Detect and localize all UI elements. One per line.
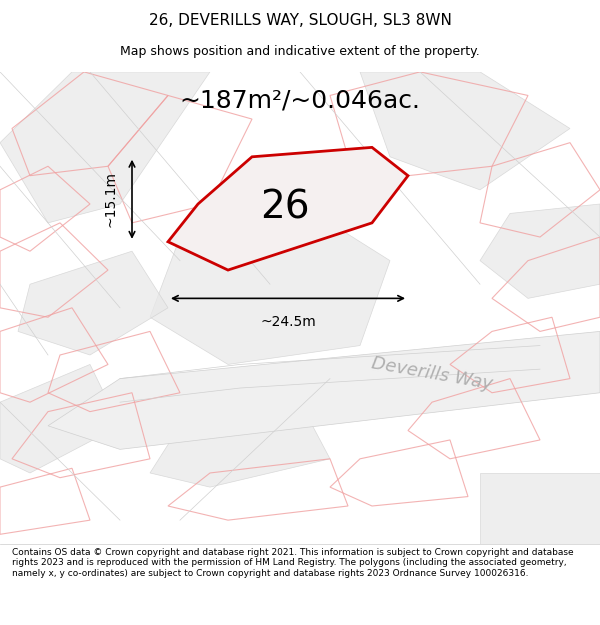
Text: ~187m²/~0.046ac.: ~187m²/~0.046ac. [179,88,421,112]
Polygon shape [48,331,600,449]
Polygon shape [0,364,120,473]
Polygon shape [480,204,600,298]
Text: 26: 26 [260,188,310,226]
Text: ~15.1m: ~15.1m [103,171,117,227]
Polygon shape [0,72,210,223]
Text: Map shows position and indicative extent of the property.: Map shows position and indicative extent… [120,45,480,58]
Text: Contains OS data © Crown copyright and database right 2021. This information is : Contains OS data © Crown copyright and d… [12,548,574,578]
Polygon shape [150,402,330,487]
Text: ~24.5m: ~24.5m [260,315,316,329]
Polygon shape [18,251,168,355]
Text: 26, DEVERILLS WAY, SLOUGH, SL3 8WN: 26, DEVERILLS WAY, SLOUGH, SL3 8WN [149,12,451,28]
Polygon shape [150,204,390,364]
Text: Deverills Way: Deverills Way [370,354,494,393]
Polygon shape [168,148,408,270]
Polygon shape [480,473,600,544]
Polygon shape [360,72,570,190]
